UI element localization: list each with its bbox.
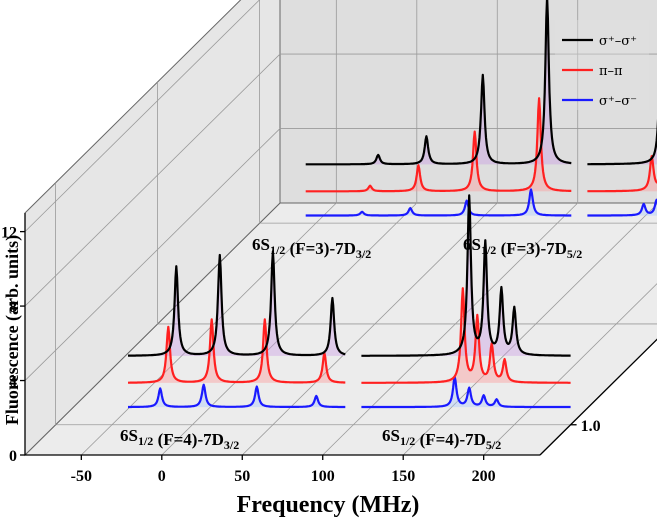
legend: σ⁺–σ⁺ π–π σ⁺–σ⁻ [555,20,649,110]
floor-gridline-x [402,203,657,456]
series-line [305,0,572,166]
series-line [587,198,657,217]
legend-label: σ⁺–σ⁺ [599,34,637,49]
side-gridline [24,128,281,381]
series-line [305,188,572,217]
series-line [127,318,346,384]
series-line [361,194,571,357]
y-tick-label: 0 [9,448,17,465]
z-tick-label: 1.0 [581,418,601,435]
y-tick-label: 4 [9,374,17,391]
series-line [361,287,571,384]
y-axis-label: Fluorescence (arb. units) [2,235,23,425]
x-tick-label: 200 [472,468,496,485]
x-tick-label: 0 [158,468,166,485]
x-tick-label: 150 [391,468,415,485]
y-tick-label: 8 [9,299,17,316]
z-axis-line [539,338,657,456]
series-fill [305,0,572,165]
series-line [127,250,346,357]
floor-gridline-x [483,283,657,456]
series-fill [128,319,346,383]
floor-gridline-x [81,202,337,456]
x-tick-label: 100 [311,468,335,485]
chart-walls [23,0,657,457]
series-fill [361,288,571,383]
x-tick-label: -50 [71,468,92,485]
floor-gridline-x [322,202,579,456]
floor-gridline-x [161,202,418,456]
legend-label: σ⁺–σ⁻ [599,94,637,109]
series-line [127,383,346,409]
series-line [587,155,657,193]
series-lines [127,0,657,409]
group-label: 6S1/2 (F=3)-7D3/2 [252,235,371,261]
group-labels: 6S1/2 (F=4)-7D3/2 6S1/2 (F=4)-7D5/2 6S1/2 … [120,235,582,452]
y-tick-label: 12 [1,225,17,242]
side-gridline [24,0,260,232]
floor-gridline-x [241,202,498,456]
x-tick-label: 50 [234,468,250,485]
x-axis-label: Frequency (MHz) [237,492,420,518]
chart-axes [20,213,657,460]
legend-label: π–π [599,64,623,79]
legend-box [555,20,649,110]
series-fill [587,156,657,192]
series-line [361,375,571,409]
series-line [305,97,572,193]
series-line [587,118,657,166]
group-label: 6S1/2 (F=4)-7D5/2 [382,426,501,452]
group-label: 6S1/2 (F=3)-7D5/2 [463,235,582,261]
side-gridline [24,53,281,307]
group-label: 6S1/2 (F=4)-7D3/2 [120,426,239,452]
